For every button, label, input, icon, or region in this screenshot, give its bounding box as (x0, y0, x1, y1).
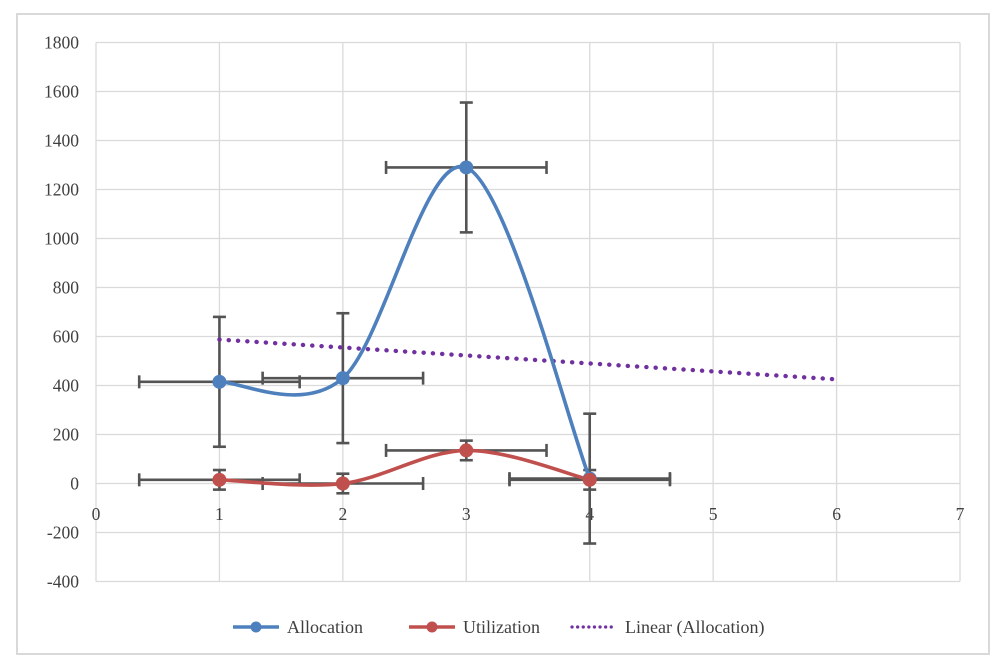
linear-trendline-sample-icon (570, 619, 618, 635)
svg-text:0: 0 (70, 474, 79, 494)
trendline-linear-allocation (217, 337, 839, 382)
legend-item-linear-allocation: Linear (Allocation) (570, 615, 764, 639)
legend-item-utilization: Utilization (408, 615, 540, 639)
svg-text:-200: -200 (47, 523, 79, 543)
svg-text:6: 6 (832, 504, 841, 524)
allocation-line-sample-icon (232, 619, 280, 635)
x-axis-labels: 01234567 (92, 504, 965, 524)
svg-text:600: 600 (53, 327, 80, 347)
svg-text:0: 0 (92, 504, 101, 524)
markers-utilization (212, 443, 597, 491)
svg-text:800: 800 (53, 278, 80, 298)
legend-label-linear-allocation: Linear (Allocation) (625, 616, 765, 637)
legend-label-utilization: Utilization (463, 616, 540, 637)
svg-text:1200: 1200 (44, 180, 79, 200)
svg-text:1600: 1600 (44, 82, 79, 102)
chart-legend: Allocation Utilization Linear (Allocatio… (0, 615, 1004, 639)
svg-text:1000: 1000 (44, 229, 79, 249)
svg-text:7: 7 (956, 504, 965, 524)
svg-text:1800: 1800 (44, 33, 79, 53)
svg-text:1: 1 (215, 504, 224, 524)
legend-item-allocation: Allocation (232, 615, 363, 639)
chart-frame (16, 13, 990, 655)
svg-text:2: 2 (338, 504, 347, 524)
y-axis-labels: -400 -200 0 200 400 600 800 1000 1200 1400 1600 180… (44, 33, 79, 592)
svg-text:5: 5 (709, 504, 718, 524)
series-line-allocation (217, 164, 592, 481)
utilization-line-sample-icon (408, 619, 456, 635)
svg-text:1400: 1400 (44, 131, 79, 151)
svg-text:3: 3 (462, 504, 471, 524)
svg-text:200: 200 (53, 425, 80, 445)
svg-text:400: 400 (53, 376, 80, 396)
legend-label-allocation: Allocation (287, 616, 363, 637)
gridlines (95, 41, 961, 583)
series-line-utilization (217, 448, 592, 487)
svg-text:-400: -400 (47, 572, 79, 592)
